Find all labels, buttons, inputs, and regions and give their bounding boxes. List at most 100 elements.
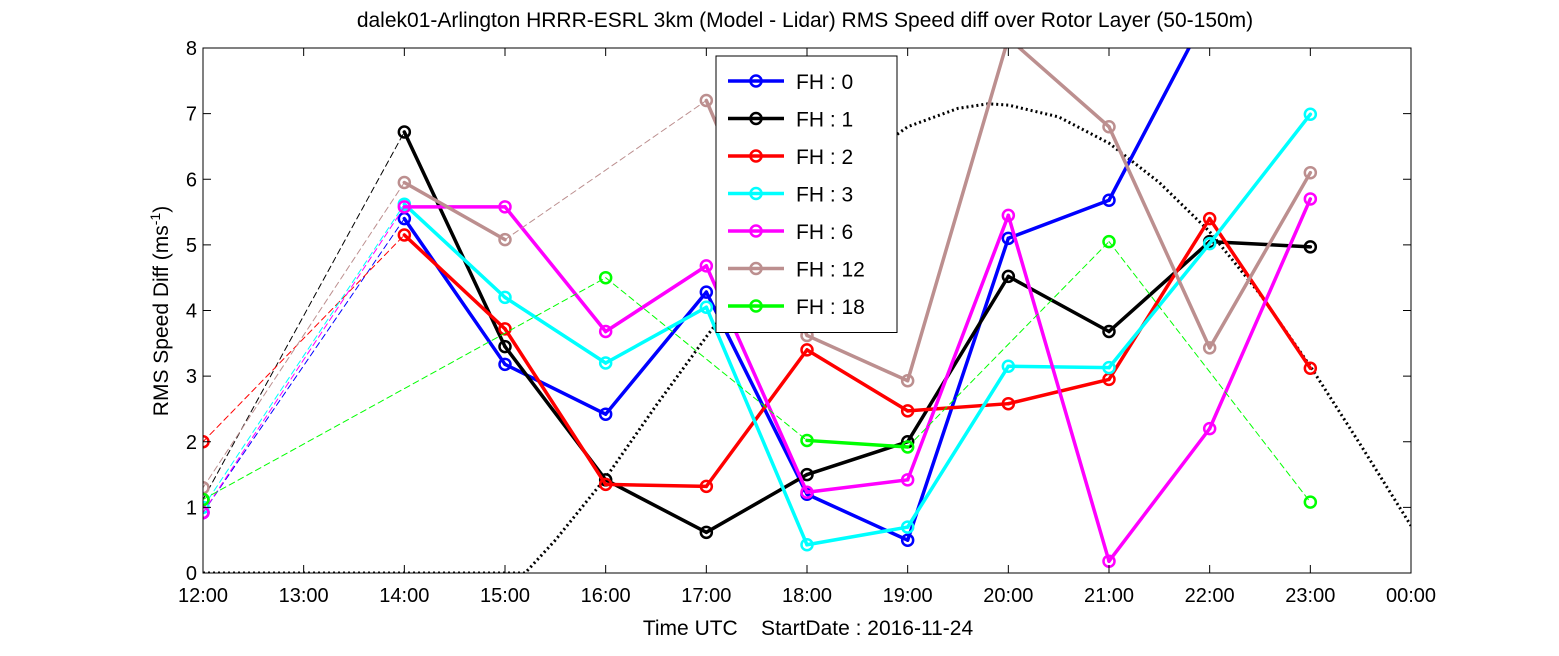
data-point bbox=[1303, 495, 1318, 509]
series-segment bbox=[905, 236, 1011, 542]
data-point bbox=[1303, 361, 1318, 375]
data-point bbox=[203, 505, 210, 520]
x-tick-label: 19:00 bbox=[883, 585, 933, 607]
legend-marker bbox=[749, 149, 763, 163]
data-point bbox=[800, 343, 814, 357]
y-tick-label: 1 bbox=[186, 497, 197, 519]
series-segment bbox=[1107, 241, 1212, 370]
x-tick-label: 13:00 bbox=[279, 585, 329, 607]
series-segment bbox=[805, 348, 910, 413]
data-point bbox=[900, 404, 915, 418]
x-tick-label: 12:00 bbox=[178, 585, 228, 607]
data-point bbox=[900, 520, 915, 534]
data-point bbox=[1303, 165, 1318, 180]
y-tick-label: 3 bbox=[186, 366, 197, 388]
series-segment bbox=[805, 333, 910, 383]
y-axis-label: RMS Speed Diff (ms-1) bbox=[147, 206, 173, 416]
data-point bbox=[699, 525, 714, 540]
series-segment bbox=[1207, 197, 1313, 431]
data-point bbox=[1202, 236, 1217, 251]
data-point bbox=[900, 373, 915, 388]
series-gap-segment bbox=[504, 100, 707, 241]
series-gap-segment bbox=[203, 131, 405, 500]
data-point bbox=[1303, 240, 1318, 254]
series-segment bbox=[905, 48, 1008, 383]
data-point bbox=[900, 533, 915, 547]
series-segment bbox=[1207, 170, 1313, 350]
series-gap-segment bbox=[907, 241, 1110, 448]
data-point bbox=[397, 228, 412, 242]
data-point bbox=[1303, 192, 1318, 206]
data-point bbox=[800, 538, 814, 552]
data-point bbox=[598, 356, 613, 370]
legend-marker bbox=[749, 111, 763, 126]
legend-label: FH : 2 bbox=[796, 146, 853, 169]
data-point bbox=[1001, 396, 1016, 411]
series-fh-2 bbox=[203, 211, 1318, 494]
y-tick-label: 5 bbox=[186, 235, 197, 257]
y-axis-label-superscript: -1 bbox=[147, 213, 163, 226]
data-point bbox=[1303, 107, 1318, 122]
data-point bbox=[598, 477, 613, 492]
series-segment bbox=[704, 305, 809, 547]
x-tick-label: 23:00 bbox=[1285, 585, 1335, 607]
legend-marker bbox=[749, 261, 763, 276]
series-fh-18 bbox=[203, 234, 1318, 509]
x-tick-label: 00:00 bbox=[1386, 585, 1436, 607]
series-segment bbox=[402, 130, 507, 349]
series-segment bbox=[402, 233, 507, 331]
data-point bbox=[800, 467, 814, 482]
data-point bbox=[397, 175, 412, 190]
x-tick-label: 18:00 bbox=[782, 585, 832, 607]
x-tick-label: 16:00 bbox=[581, 585, 631, 607]
y-tick-label: 7 bbox=[186, 104, 197, 126]
series-segment bbox=[905, 213, 1011, 482]
legend-marker bbox=[749, 224, 763, 238]
x-tick-label: 15:00 bbox=[480, 585, 530, 607]
axes: 12:00 13:00 14:00 15:00 16:00 17:00 18:00 19:00… bbox=[178, 38, 1436, 607]
data-point bbox=[1102, 193, 1116, 207]
legend-marker bbox=[749, 186, 763, 201]
series-gap-segment bbox=[203, 203, 405, 508]
legend-label: FH : 6 bbox=[796, 221, 853, 244]
series-segment bbox=[1207, 112, 1313, 246]
series-segment bbox=[905, 274, 1011, 444]
data-point bbox=[800, 485, 814, 500]
series-segment bbox=[805, 492, 910, 542]
data-point bbox=[1001, 269, 1016, 284]
dotted-reference-curve bbox=[203, 102, 1411, 573]
series-gap-segment bbox=[203, 234, 405, 443]
series-segment bbox=[603, 290, 709, 416]
series-segment bbox=[1016, 48, 1111, 129]
chart-title: dalek01-Arlington HRRR-ESRL 3km (Model -… bbox=[357, 9, 1253, 32]
data-point bbox=[498, 339, 512, 354]
series-segment bbox=[402, 216, 507, 367]
series-segment bbox=[1207, 216, 1313, 370]
data-point bbox=[699, 93, 714, 108]
legend-label: FH : 0 bbox=[796, 71, 853, 94]
legend: FH : 0 FH : 1 FH : 2 FH : 3 FH : 6 FH : 12 FH … bbox=[715, 55, 898, 333]
y-tick-label: 8 bbox=[186, 38, 197, 60]
series-segment bbox=[905, 401, 1011, 413]
data-point bbox=[900, 440, 915, 454]
data-point bbox=[1102, 324, 1116, 339]
series-segment bbox=[1107, 216, 1212, 382]
y-tick-label: 0 bbox=[186, 563, 197, 585]
series-segment bbox=[402, 180, 507, 242]
series-segment bbox=[503, 205, 608, 334]
y-tick-label: 4 bbox=[186, 301, 197, 323]
data-point bbox=[397, 200, 412, 214]
series-gap-segment bbox=[203, 218, 405, 514]
series-segment bbox=[1107, 125, 1212, 350]
series-gap-segment bbox=[203, 277, 607, 500]
series-segment bbox=[603, 264, 709, 334]
data-point bbox=[598, 324, 613, 339]
data-point bbox=[699, 285, 714, 299]
series-segment bbox=[1006, 364, 1111, 370]
data-point bbox=[203, 480, 210, 495]
x-tick-label: 17:00 bbox=[681, 585, 731, 607]
data-point bbox=[498, 357, 512, 372]
data-point bbox=[498, 322, 512, 336]
data-point bbox=[498, 200, 512, 214]
